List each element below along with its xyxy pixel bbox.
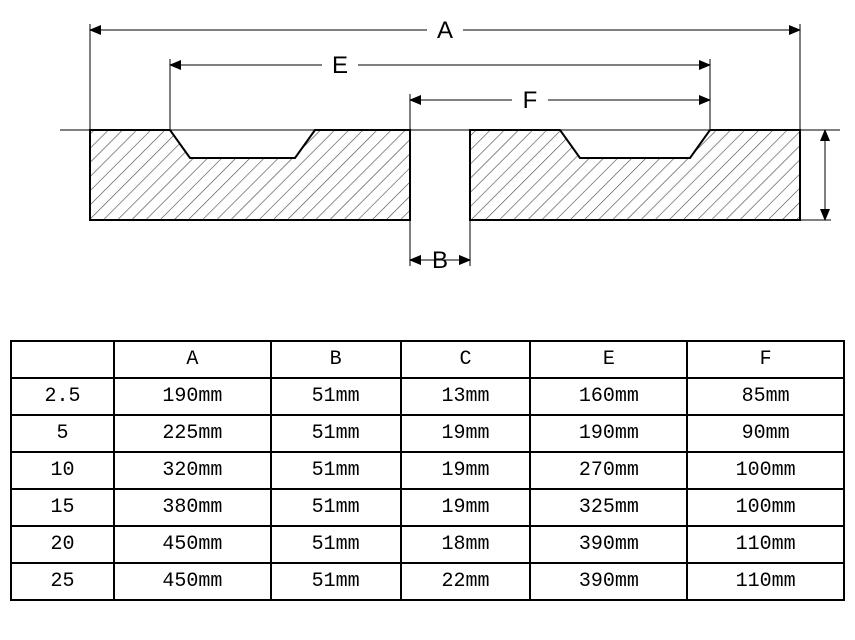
section-right	[470, 130, 800, 220]
col-header: B	[271, 341, 401, 378]
table-cell: 390mm	[530, 563, 687, 600]
col-header	[11, 341, 114, 378]
table-cell: 110mm	[687, 563, 844, 600]
cross-section-diagram: AEFBC	[30, 10, 840, 290]
table-cell: 270mm	[530, 452, 687, 489]
table-row: 15380mm51mm19mm325mm100mm	[11, 489, 844, 526]
table-cell: 325mm	[530, 489, 687, 526]
table-cell: 390mm	[530, 526, 687, 563]
table-cell: 320mm	[114, 452, 271, 489]
table-cell: 10	[11, 452, 114, 489]
page: AEFBC ABCEF2.5190mm51mm13mm160mm85mm5225…	[0, 0, 855, 640]
table-row: 2.5190mm51mm13mm160mm85mm	[11, 378, 844, 415]
table-cell: 51mm	[271, 489, 401, 526]
dim-label-e: E	[332, 52, 348, 79]
table-cell: 450mm	[114, 526, 271, 563]
table-cell: 19mm	[401, 489, 531, 526]
dim-label-a: A	[437, 17, 453, 44]
table-row: 20450mm51mm18mm390mm110mm	[11, 526, 844, 563]
section-left	[90, 130, 410, 220]
table-cell: 100mm	[687, 489, 844, 526]
dimension-table: ABCEF2.5190mm51mm13mm160mm85mm5225mm51mm…	[10, 340, 845, 601]
table-cell: 100mm	[687, 452, 844, 489]
table-cell: 51mm	[271, 378, 401, 415]
diagram-svg: AEFBC	[30, 10, 840, 290]
table-cell: 110mm	[687, 526, 844, 563]
table-cell: 450mm	[114, 563, 271, 600]
table-cell: 51mm	[271, 563, 401, 600]
table-cell: 225mm	[114, 415, 271, 452]
table-cell: 85mm	[687, 378, 844, 415]
table-cell: 5	[11, 415, 114, 452]
table-cell: 2.5	[11, 378, 114, 415]
table-row: 25450mm51mm22mm390mm110mm	[11, 563, 844, 600]
dim-label-b: B	[432, 247, 448, 274]
dim-label-f: F	[523, 87, 538, 114]
col-header: E	[530, 341, 687, 378]
table-cell: 19mm	[401, 452, 531, 489]
col-header: A	[114, 341, 271, 378]
table-cell: 90mm	[687, 415, 844, 452]
table-cell: 15	[11, 489, 114, 526]
table-cell: 190mm	[530, 415, 687, 452]
table-cell: 20	[11, 526, 114, 563]
table-cell: 51mm	[271, 526, 401, 563]
table-cell: 160mm	[530, 378, 687, 415]
table-cell: 51mm	[271, 415, 401, 452]
table-cell: 25	[11, 563, 114, 600]
col-header: F	[687, 341, 844, 378]
col-header: C	[401, 341, 531, 378]
table-row: 5225mm51mm19mm190mm90mm	[11, 415, 844, 452]
table-cell: 190mm	[114, 378, 271, 415]
dimension-table-container: ABCEF2.5190mm51mm13mm160mm85mm5225mm51mm…	[10, 340, 845, 601]
table-cell: 22mm	[401, 563, 531, 600]
table-cell: 51mm	[271, 452, 401, 489]
table-cell: 13mm	[401, 378, 531, 415]
table-cell: 18mm	[401, 526, 531, 563]
table-row: 10320mm51mm19mm270mm100mm	[11, 452, 844, 489]
table-cell: 380mm	[114, 489, 271, 526]
table-cell: 19mm	[401, 415, 531, 452]
